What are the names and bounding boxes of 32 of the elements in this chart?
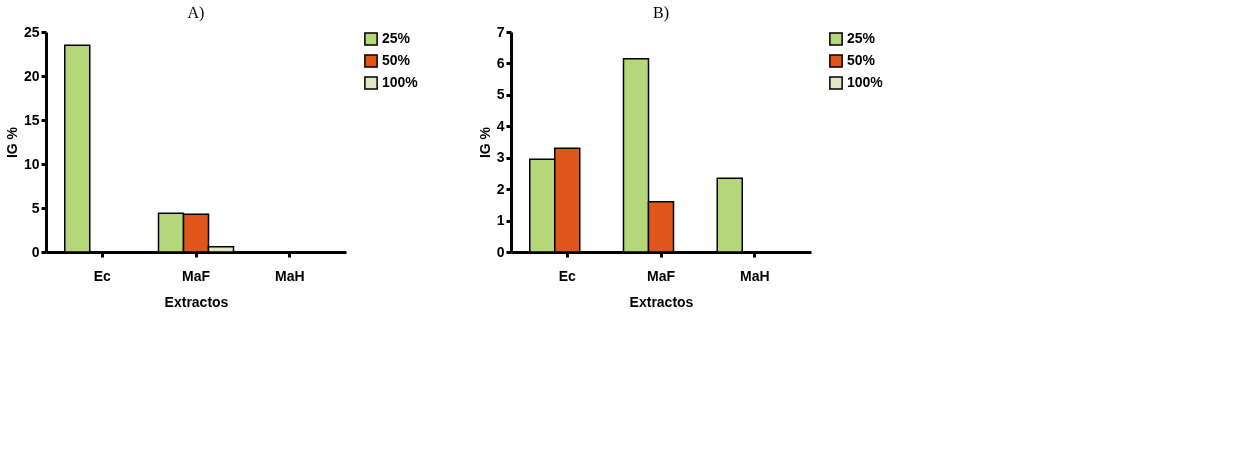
y-axis-title: IG %	[476, 126, 493, 159]
y-tick-label: 5	[496, 86, 505, 103]
x-tick-label: MaF	[647, 267, 676, 284]
chart-title: B)	[653, 4, 669, 22]
y-tick-label: 20	[23, 67, 40, 84]
legend-label: 50%	[382, 52, 411, 68]
y-tick-label: 6	[496, 54, 505, 71]
y-axis-title: IG %	[3, 126, 20, 159]
x-tick-label: MaH	[739, 267, 770, 284]
y-tick-label: 0	[496, 243, 505, 260]
x-tick-label: Ec	[93, 267, 112, 284]
y-tick-label: 0	[31, 243, 40, 260]
x-axis-title: Extractos	[164, 293, 229, 310]
y-tick-label: 2	[496, 180, 505, 197]
x-tick-label: MaH	[274, 267, 305, 284]
y-tick-label: 3	[496, 149, 505, 166]
y-tick-label: 5	[31, 199, 40, 216]
legend-label: 100%	[847, 74, 884, 90]
legend-label: 50%	[847, 52, 876, 68]
y-tick-label: 7	[496, 23, 505, 40]
legend-label: 100%	[382, 74, 419, 90]
legend-label: 25%	[847, 30, 876, 46]
legend-label: 25%	[382, 30, 411, 46]
y-tick-label: 15	[23, 111, 40, 128]
chart-title: A)	[187, 4, 205, 22]
x-axis-title: Extractos	[629, 293, 694, 310]
x-tick-label: MaF	[182, 267, 211, 284]
x-tick-label: Ec	[558, 267, 577, 284]
y-tick-label: 1	[496, 212, 505, 229]
y-tick-label: 4	[496, 117, 505, 134]
y-tick-label: 10	[23, 155, 40, 172]
y-tick-label: 25	[23, 23, 40, 40]
